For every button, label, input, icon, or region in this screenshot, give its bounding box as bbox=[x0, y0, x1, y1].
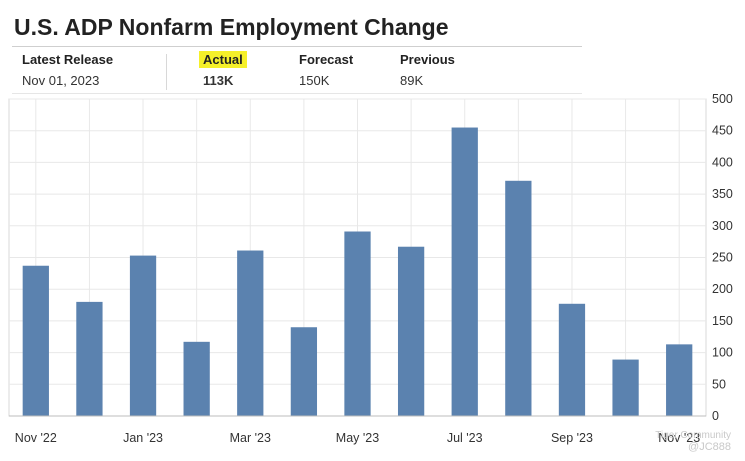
y-tick-label: 300 bbox=[712, 219, 733, 233]
bar bbox=[22, 265, 49, 416]
y-tick-label: 450 bbox=[712, 124, 733, 138]
y-tick-label: 500 bbox=[712, 92, 733, 106]
bar bbox=[558, 303, 586, 416]
chart-title: U.S. ADP Nonfarm Employment Change bbox=[14, 14, 449, 40]
bar bbox=[290, 327, 318, 416]
previous-block: Previous 89K bbox=[400, 52, 455, 88]
x-tick-label: Nov '23 bbox=[658, 431, 700, 445]
latest-release-block: Latest Release Nov 01, 2023 bbox=[22, 52, 113, 88]
bar bbox=[129, 255, 157, 416]
y-tick-label: 50 bbox=[712, 377, 726, 391]
info-divider bbox=[166, 54, 167, 90]
latest-release-date: Nov 01, 2023 bbox=[22, 73, 100, 88]
bar bbox=[183, 341, 210, 416]
x-tick-label: Jul '23 bbox=[447, 431, 483, 445]
y-tick-label: 400 bbox=[712, 155, 733, 169]
bar bbox=[237, 250, 264, 416]
bar bbox=[666, 344, 693, 416]
forecast-label: Forecast bbox=[299, 52, 354, 67]
y-tick-label: 150 bbox=[712, 314, 733, 328]
title-divider bbox=[12, 46, 582, 47]
bar bbox=[344, 231, 371, 416]
bar bbox=[397, 246, 425, 416]
x-tick-label: Mar '23 bbox=[230, 431, 271, 445]
x-tick-label: May '23 bbox=[336, 431, 379, 445]
previous-value: 89K bbox=[400, 73, 424, 88]
bar bbox=[451, 127, 478, 416]
bar bbox=[505, 180, 532, 416]
previous-label: Previous bbox=[400, 52, 455, 67]
y-tick-label: 100 bbox=[712, 346, 733, 360]
x-tick-label: Sep '23 bbox=[551, 431, 593, 445]
y-tick-label: 250 bbox=[712, 251, 733, 265]
x-tick-label: Jan '23 bbox=[123, 431, 163, 445]
actual-value: 113K bbox=[203, 73, 234, 88]
watermark-line1: Tiger Community bbox=[655, 430, 731, 441]
latest-release-label: Latest Release bbox=[22, 52, 114, 67]
bar bbox=[612, 359, 639, 416]
y-tick-label: 0 bbox=[712, 409, 719, 423]
actual-label: Actual bbox=[199, 51, 247, 68]
y-tick-label: 200 bbox=[712, 282, 733, 296]
bar bbox=[76, 301, 103, 416]
y-tick-label: 350 bbox=[712, 187, 733, 201]
forecast-value: 150K bbox=[299, 73, 330, 88]
watermark: Tiger Community @JC888 bbox=[655, 430, 731, 453]
x-tick-label: Nov '22 bbox=[15, 431, 57, 445]
forecast-block: Forecast 150K bbox=[299, 52, 353, 88]
actual-block: Actual 113K bbox=[199, 51, 247, 88]
watermark-line2: @JC888 bbox=[688, 441, 731, 453]
info-bottom-divider bbox=[12, 93, 582, 94]
